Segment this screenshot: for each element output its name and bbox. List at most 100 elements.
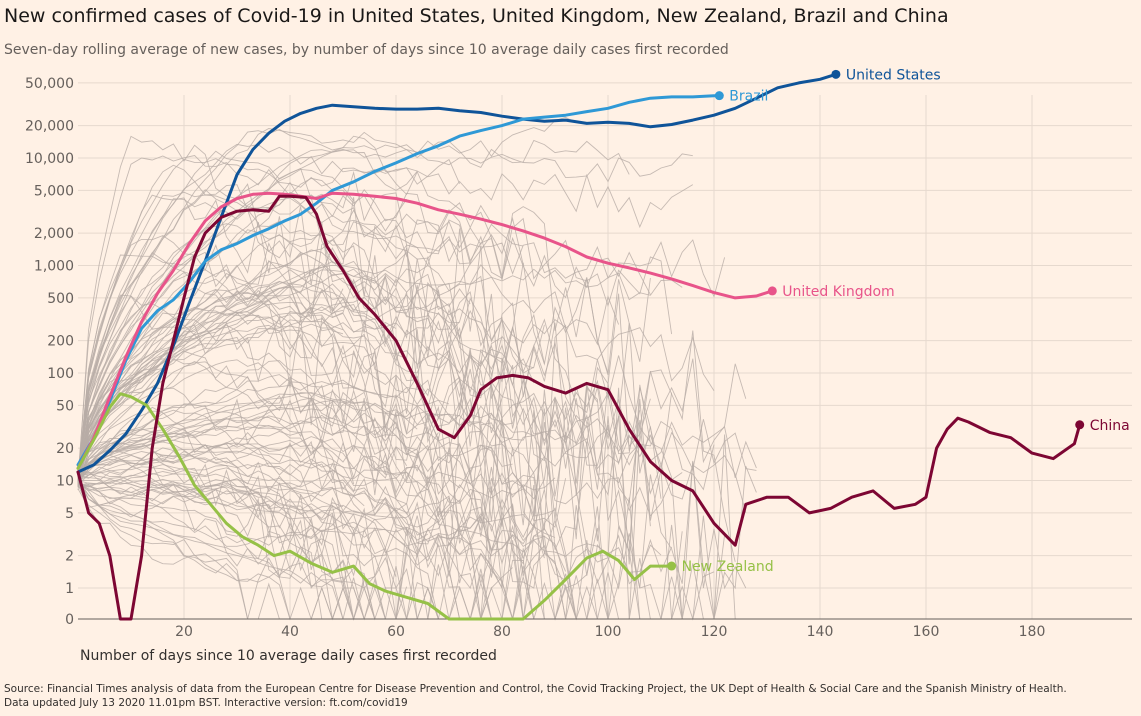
background-country-line [77,439,503,531]
background-country-line [77,269,545,489]
background-country-line [77,484,535,557]
background-country-line [77,430,683,517]
background-country-line [77,296,715,487]
chart-title: New confirmed cases of Covid-19 in Unite… [4,5,949,27]
background-country-line [77,252,386,478]
x-tick-label: 60 [387,624,405,640]
y-tick-label: 50,000 [25,76,74,92]
background-country-line [77,484,567,572]
x-tick-label: 120 [701,624,728,640]
background-country-line [77,386,503,620]
background-country-line [77,293,567,620]
background-country-line [77,194,598,531]
background-country-line [77,481,556,538]
brazil-label: Brazil [729,89,768,105]
background-country-line [77,295,344,476]
background-country-line [77,311,535,475]
y-tick-label: 1 [65,581,74,597]
updated-text: Data updated July 13 2020 11.01pm BST. I… [4,697,408,709]
y-tick-label: 200 [47,334,74,350]
y-tick-label: 50 [56,398,74,414]
new-zealand-end-marker [667,561,677,571]
background-country-line [77,467,567,581]
background-country-line [77,473,704,620]
background-country-line [77,321,651,483]
y-tick-label: 20,000 [25,119,74,135]
y-tick-label: 10,000 [25,151,74,167]
background-country-line [77,260,534,484]
united-states-line [76,72,838,474]
brazil-line [76,94,721,467]
background-country-line [77,392,376,483]
x-axis-label: Number of days since 10 average daily ca… [80,648,497,664]
chart-subtitle: Seven-day rolling average of new cases, … [4,42,729,58]
new-zealand-label: New Zealand [682,559,774,575]
background-country-line [77,464,408,620]
x-tick-label: 80 [493,624,511,640]
y-axis-ticks: 0 1 2 5 10 20 50 100 200 500 1,000 2,000 5,000 10,000… [25,76,74,628]
grid-lines [78,82,1132,619]
highlighted-series: United States Brazil United Kingdom New Zea… [76,67,1130,621]
x-axis-ticks: 20 40 60 80 100 120 140 160 180 [175,624,1045,640]
background-country-line [77,234,545,491]
background-country-line [77,478,397,577]
background-country-line [77,478,375,620]
united-kingdom-line [76,191,774,470]
background-country-line [77,229,471,481]
background-country-line [77,135,609,484]
background-country-line [77,401,715,491]
united-states-end-marker [831,69,841,79]
united-kingdom-end-marker [767,286,777,296]
y-tick-label: 5,000 [34,183,74,199]
background-country-line [77,301,545,485]
x-tick-label: 40 [281,624,299,640]
y-tick-label: 10 [56,474,74,490]
background-country-line [77,220,651,487]
source-text: Source: Financial Times analysis of data… [4,683,1067,695]
y-tick-label: 500 [47,291,74,307]
background-country-line [77,128,630,476]
background-country-line [77,261,747,483]
y-tick-label: 5 [65,506,74,522]
background-country-line [77,358,514,511]
background-country-line [77,149,693,479]
united-kingdom-label: United Kingdom [782,284,894,300]
y-tick-label: 100 [47,366,74,382]
china-label: China [1090,418,1130,434]
background-country-line [77,191,461,485]
y-tick-label: 2 [65,549,74,565]
y-tick-label: 1,000 [34,259,74,275]
background-country-line [77,360,355,485]
x-tick-label: 160 [913,624,940,640]
background-country-line [77,451,545,621]
background-country-line [77,235,736,562]
new-zealand-line [76,392,674,621]
x-tick-label: 140 [807,624,834,640]
brazil-end-marker [714,91,724,101]
background-country-line [77,158,694,483]
background-country-line [77,197,524,488]
china-line [76,194,1082,621]
united-states-label: United States [846,67,941,83]
background-country-line [77,449,365,512]
china-end-marker [1075,420,1085,430]
other-countries-lines [77,116,757,621]
y-tick-label: 2,000 [34,226,74,242]
background-country-line [77,407,513,477]
background-country-line [77,264,683,479]
background-country-line [77,471,429,541]
background-country-line [77,135,461,473]
background-country-line [77,397,726,620]
background-country-line [77,398,747,513]
y-tick-label: 20 [56,441,74,457]
x-tick-label: 100 [595,624,622,640]
x-tick-label: 20 [175,624,193,640]
background-country-line [78,457,556,498]
source-note: Source: Financial Times analysis of data… [4,682,1067,710]
background-country-line [77,155,524,478]
background-country-line [77,189,641,490]
background-country-line [77,478,344,520]
y-tick-label: 0 [65,612,74,628]
background-country-line [77,269,460,487]
